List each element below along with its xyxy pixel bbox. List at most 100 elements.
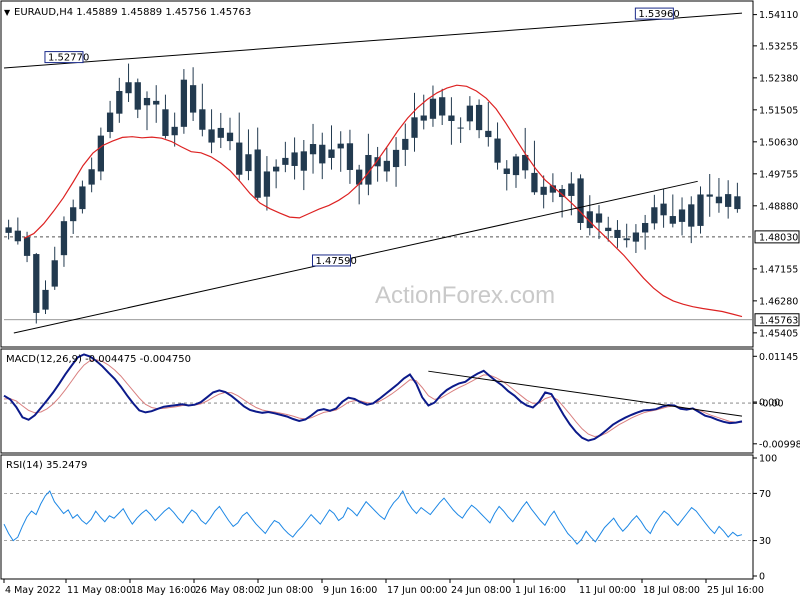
- candle-body: [51, 260, 58, 287]
- candle: [97, 127, 104, 181]
- candle-body: [466, 105, 473, 122]
- candle-body: [540, 186, 547, 195]
- price-y-tick-label: 1.54110: [759, 10, 798, 21]
- candle-body: [5, 227, 12, 233]
- candle: [346, 129, 354, 184]
- price-layer: 1.52770 1.53960 1.47590: [3, 7, 752, 334]
- candle-body: [383, 160, 390, 172]
- candle-body: [14, 230, 21, 242]
- candle: [337, 131, 344, 172]
- candle-body: [642, 222, 649, 233]
- trendline-1: [3, 12, 743, 69]
- candle: [88, 157, 95, 193]
- annotation-box: [311, 254, 351, 267]
- candle-body: [411, 117, 418, 138]
- candle-body: [79, 186, 86, 210]
- candle-body: [328, 149, 335, 158]
- candle: [475, 99, 483, 139]
- candle: [429, 85, 437, 127]
- candle-body: [346, 143, 354, 170]
- candle-body: [439, 97, 446, 116]
- candle: [70, 199, 77, 234]
- candle: [715, 178, 723, 213]
- candle: [319, 132, 326, 180]
- candle: [199, 83, 206, 137]
- candle: [512, 153, 520, 188]
- candle: [254, 127, 261, 200]
- candle: [439, 88, 446, 126]
- candle: [568, 172, 575, 216]
- price-y-tick-label: 1.48880: [759, 201, 798, 212]
- candle-body: [356, 169, 363, 185]
- candle: [586, 195, 593, 236]
- candle-body: [494, 138, 501, 163]
- candle-body: [300, 151, 307, 171]
- annotation-label: 1.52770: [48, 53, 89, 64]
- candle: [143, 91, 151, 131]
- candle-body: [319, 144, 326, 164]
- candle: [448, 97, 455, 145]
- candle-body: [282, 157, 289, 165]
- candle-body: [226, 132, 234, 142]
- x-tick-label: 11 Jul 00:00: [579, 585, 636, 596]
- candle-body: [116, 91, 123, 114]
- candle: [642, 214, 649, 250]
- candle-body: [337, 143, 344, 149]
- candle: [180, 69, 188, 134]
- price-annotation: 1.47590: [311, 254, 357, 267]
- candle-body: [42, 289, 49, 310]
- candle-body: [180, 79, 188, 127]
- candle: [51, 246, 58, 290]
- candle: [558, 184, 566, 218]
- macd-y-tick-label: 0.01145: [759, 352, 798, 363]
- candle: [217, 112, 224, 149]
- candle-body: [106, 112, 114, 132]
- rsi-layer: [3, 489, 752, 545]
- rsi-panel-frame: [0, 454, 754, 580]
- x-tick-label: 18 May 16:00: [131, 585, 196, 596]
- macd-y-tick-label: 0.00: [759, 398, 780, 409]
- annotation-box: [44, 51, 84, 64]
- candle: [494, 122, 501, 170]
- macd-title: MACD(12,26,9) -0.004475 -0.004750: [6, 354, 191, 365]
- candle: [116, 77, 123, 123]
- candle-body: [70, 207, 77, 222]
- candle: [300, 140, 307, 191]
- candle: [549, 173, 557, 203]
- candle: [42, 280, 49, 315]
- candle: [33, 252, 40, 324]
- price-y-tick-label: 1.52380: [759, 73, 798, 84]
- x-tick-label: 17 Jun 00:00: [387, 585, 447, 596]
- candle-body: [531, 172, 538, 193]
- candle-body: [365, 154, 372, 185]
- macd-panel-frame: [0, 348, 754, 454]
- candle: [162, 94, 169, 139]
- header-triangle-icon: ▼: [4, 8, 11, 17]
- symbol-header: EURAUD,H4 1.45889 1.45889 1.45756 1.4576…: [14, 7, 251, 18]
- candle-body: [457, 127, 464, 129]
- candle: [125, 63, 132, 102]
- candle-body: [245, 154, 252, 172]
- candle: [725, 180, 732, 219]
- candle-body: [688, 204, 695, 227]
- candle-body: [60, 221, 68, 256]
- candle-body: [217, 127, 224, 138]
- candle: [226, 117, 234, 151]
- candle-body: [263, 171, 271, 197]
- candle-body: [595, 213, 603, 223]
- candle-body: [153, 100, 160, 105]
- candle: [392, 137, 400, 187]
- price-y-tick-label: 1.45763: [759, 315, 798, 326]
- candle-body: [522, 154, 529, 171]
- candle-body: [512, 156, 520, 176]
- candle: [263, 156, 271, 211]
- candle-body: [208, 129, 215, 143]
- candle: [632, 224, 640, 253]
- macd-y-tick-label: -0.00: [759, 399, 784, 410]
- macd-y-tick-label: -0.009985: [759, 439, 800, 450]
- candle-body: [189, 85, 197, 113]
- candle-body: [171, 126, 178, 136]
- candle-body: [549, 185, 557, 193]
- candle-body: [199, 109, 206, 130]
